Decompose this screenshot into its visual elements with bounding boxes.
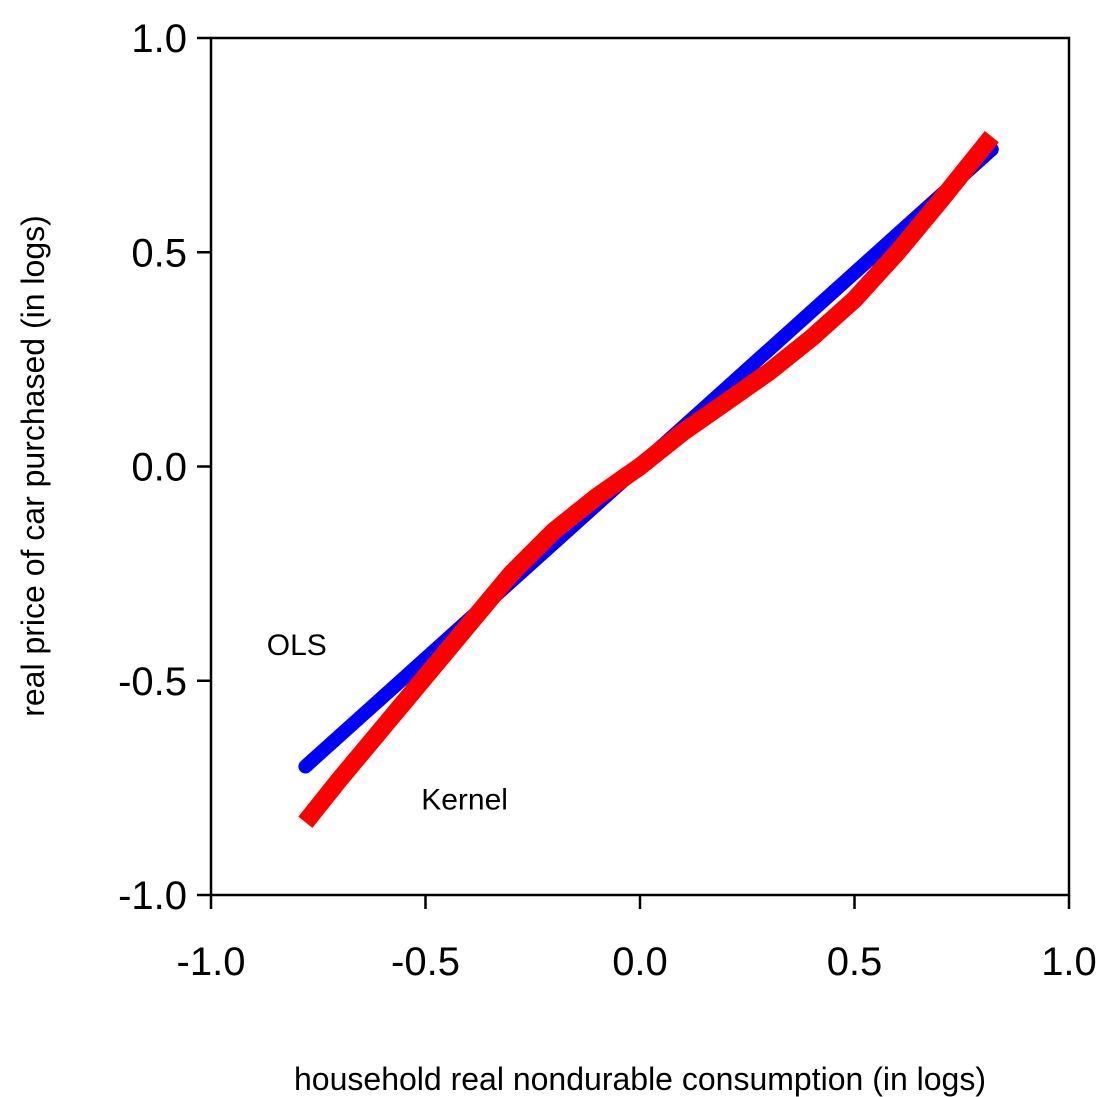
- y-tick-label: 1.0: [131, 17, 187, 61]
- annotations: OLS Kernel: [267, 629, 508, 816]
- y-axis-title: real price of car purchased (in logs): [15, 215, 51, 717]
- x-axis-ticks: -1.0 -0.5 0.0 0.5 1.0: [177, 895, 1097, 984]
- y-tick-label: 0.0: [131, 446, 187, 490]
- x-tick-label: 0.0: [612, 940, 668, 984]
- x-tick-label: 1.0: [1041, 940, 1097, 984]
- annotation-kernel: Kernel: [421, 783, 508, 816]
- series-layer: [298, 130, 999, 828]
- x-axis-title: household real nondurable consumption (i…: [294, 1061, 986, 1097]
- x-tick-label: -0.5: [391, 940, 460, 984]
- y-axis-ticks: 1.0 0.5 0.0 -0.5 -1.0: [118, 17, 211, 918]
- x-tick-label: 0.5: [827, 940, 883, 984]
- y-tick-label: -1.0: [118, 874, 187, 918]
- x-tick-label: -1.0: [177, 940, 246, 984]
- y-tick-label: -0.5: [118, 660, 187, 704]
- annotation-ols: OLS: [267, 629, 327, 662]
- series-line-kernel: [298, 130, 999, 828]
- y-tick-label: 0.5: [131, 231, 187, 275]
